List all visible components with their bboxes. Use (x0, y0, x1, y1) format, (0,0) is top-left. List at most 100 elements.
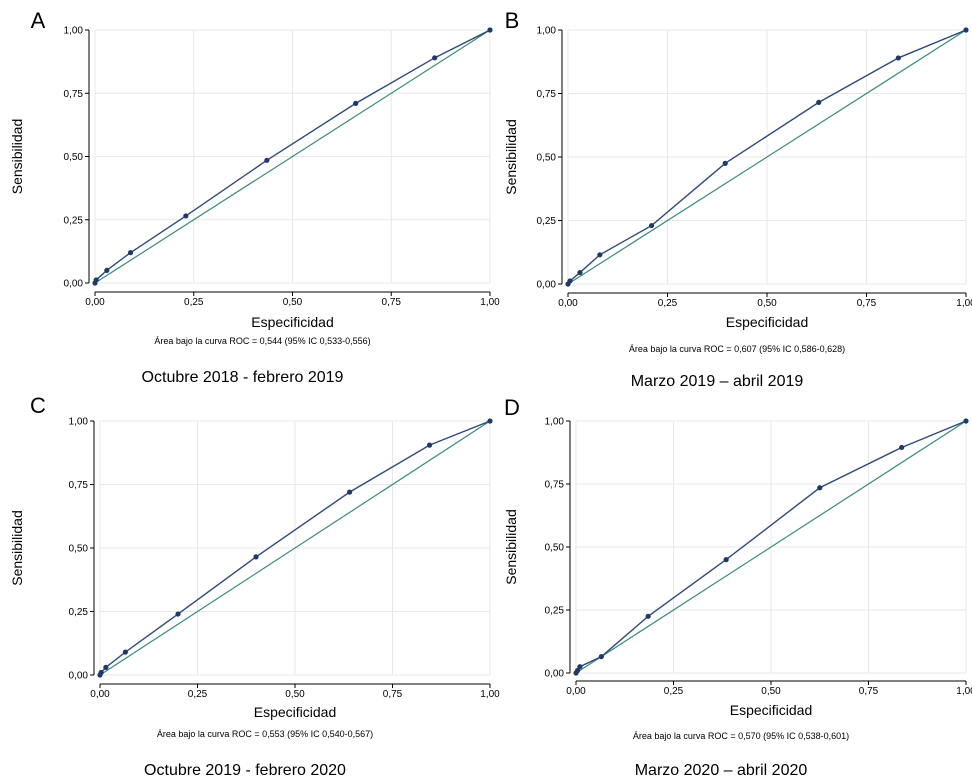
roc-point (253, 554, 259, 560)
y-axis-title: Sensibilidad (9, 119, 25, 195)
roc-point (567, 278, 573, 284)
x-axis-title: Especificidad (251, 314, 334, 330)
roc-point (963, 27, 969, 33)
reference-line (575, 420, 967, 674)
auc-note: Área bajo la curva ROC = 0,544 (95% IC 0… (154, 336, 370, 346)
reference-line (94, 29, 491, 284)
roc-point (722, 160, 728, 166)
x-tick-label: 0,00 (558, 298, 578, 309)
roc-point (127, 250, 134, 256)
auc-note: Área bajo la curva ROC = 0,553 (95% IC 0… (157, 729, 373, 739)
roc-point (98, 669, 104, 676)
x-tick-label: 0,75 (383, 689, 403, 700)
roc-panel-d: D 0,00 0,25 0,50 0,75 1,00 0,00 0,25 0,50 0,75 1,0… (486, 389, 972, 778)
panel-letter: C (30, 393, 46, 418)
roc-point (963, 418, 969, 424)
roc-point (175, 611, 181, 617)
roc-point (122, 649, 128, 655)
roc-point (487, 418, 493, 424)
x-tick-label: 0,75 (857, 298, 877, 309)
y-tick-label: 0,75 (545, 480, 565, 491)
y-tick-label: 0,75 (69, 480, 89, 491)
x-tick-label: 0,00 (90, 689, 110, 700)
y-tick-label: 1,00 (537, 26, 557, 37)
y-tick-label: 0,00 (537, 280, 557, 291)
period-subtitle: Marzo 2020 – abril 2020 (635, 762, 808, 778)
x-axis-title: Especificidad (730, 702, 813, 718)
y-tick-label: 0,00 (69, 671, 89, 682)
x-tick-label: 0,50 (283, 297, 303, 308)
roc-point (816, 99, 822, 105)
roc-panel-c: C 0,00 0,25 0,50 0,75 1,00 0,00 0,25 0,50 0,75 1,0… (0, 389, 500, 778)
x-tick-label: 0,50 (757, 298, 777, 309)
period-subtitle: Octubre 2018 - febrero 2019 (142, 369, 344, 386)
roc-panel-b: B 0,00 0,25 0,50 0,75 1,00 0,00 0,25 0,50 0,75 1,0… (486, 0, 972, 390)
x-axis-title: Especificidad (726, 314, 809, 330)
y-tick-label: 0,50 (64, 152, 84, 163)
roc-chart-d: D 0,00 0,25 0,50 0,75 1,00 0,00 0,25 0,50 0,75 1,0… (503, 395, 972, 778)
y-tick-label: 0,50 (69, 544, 89, 555)
x-tick-label: 0,25 (184, 297, 204, 308)
roc-point (353, 100, 359, 106)
roc-point (597, 252, 603, 258)
y-axis-title: Sensibilidad (503, 509, 519, 585)
roc-point (577, 269, 583, 276)
roc-point (104, 267, 110, 273)
x-tick-label: 0,25 (664, 686, 684, 697)
roc-point (264, 157, 270, 163)
auc-note: Área bajo la curva ROC = 0,607 (95% IC 0… (629, 344, 845, 354)
x-tick-label: 0,50 (285, 689, 305, 700)
roc-point (645, 613, 651, 619)
panel-letter: A (31, 8, 46, 33)
roc-point (487, 27, 493, 33)
x-tick-label: 0,00 (566, 686, 586, 697)
roc-chart-b: B 0,00 0,25 0,50 0,75 1,00 0,00 0,25 0,50 0,75 1,0… (503, 8, 972, 390)
x-tick-label: 0,75 (859, 686, 879, 697)
panel-letter: D (504, 395, 520, 420)
x-tick-label: 1,00 (480, 297, 500, 308)
x-tick-label: 1,00 (956, 686, 972, 697)
roc-point (183, 213, 189, 219)
y-tick-label: 0,25 (537, 216, 557, 227)
roc-point (648, 222, 655, 229)
roc-point (432, 55, 438, 61)
y-tick-label: 0,00 (64, 279, 84, 290)
y-tick-label: 0,75 (64, 89, 84, 100)
roc-point (426, 442, 433, 448)
x-tick-label: 1,00 (956, 298, 972, 309)
x-tick-label: 0,25 (658, 298, 678, 309)
period-subtitle: Octubre 2019 - febrero 2020 (144, 762, 346, 778)
y-tick-label: 0,50 (545, 543, 565, 554)
y-tick-label: 0,25 (545, 606, 565, 617)
y-axis-title: Sensibilidad (9, 510, 25, 586)
y-tick-label: 0,75 (537, 89, 557, 100)
roc-point (577, 664, 583, 670)
roc-point (598, 654, 604, 660)
roc-chart-a: A 0,00 0,25 0,50 0,75 1,00 0,00 0,25 0,50 0,75 1,0… (9, 8, 500, 386)
roc-point (723, 557, 729, 563)
roc-point (93, 277, 99, 283)
y-tick-label: 1,00 (545, 417, 565, 428)
roc-point (103, 664, 109, 670)
x-tick-label: 0,25 (188, 689, 208, 700)
x-tick-label: 1,00 (480, 689, 500, 700)
y-tick-label: 0,50 (537, 153, 557, 164)
roc-point (347, 489, 353, 495)
y-axis-title: Sensibilidad (503, 119, 519, 195)
roc-point (817, 485, 823, 491)
reference-line (99, 420, 491, 676)
y-tick-label: 0,00 (545, 669, 565, 680)
panel-letter: B (505, 8, 520, 33)
roc-chart-c: C 0,00 0,25 0,50 0,75 1,00 0,00 0,25 0,50 0,75 1,0… (9, 393, 500, 778)
period-subtitle: Marzo 2019 – abril 2019 (631, 373, 804, 390)
y-tick-label: 0,25 (64, 215, 84, 226)
x-tick-label: 0,50 (761, 686, 781, 697)
reference-line (567, 29, 967, 285)
x-tick-label: 0,00 (85, 297, 105, 308)
y-tick-label: 1,00 (69, 417, 89, 428)
roc-point (574, 667, 581, 674)
y-tick-label: 0,25 (69, 607, 89, 618)
x-axis-title: Especificidad (254, 704, 337, 720)
roc-point (895, 55, 901, 61)
y-tick-label: 1,00 (64, 26, 84, 37)
